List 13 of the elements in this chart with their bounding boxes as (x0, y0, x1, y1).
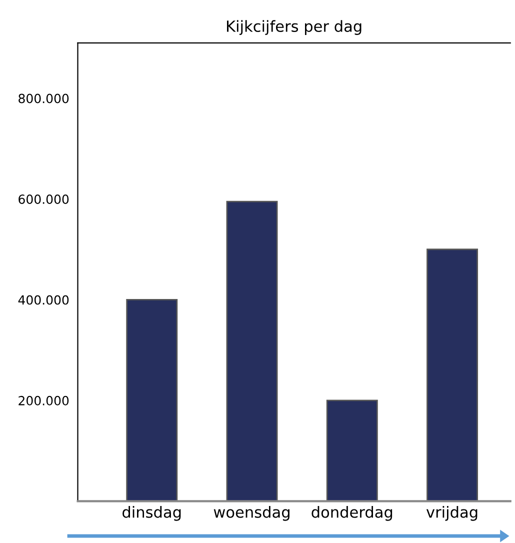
x-tick-label: woensdag (214, 506, 290, 521)
x-tick-label: vrijdag (426, 506, 478, 521)
bar (326, 400, 378, 502)
bar (226, 200, 278, 502)
bar (426, 248, 478, 502)
y-tick-label: 800.000 (18, 94, 69, 104)
y-tick-label: 600.000 (18, 194, 69, 204)
bar (126, 299, 178, 502)
y-tick-label: 200.000 (18, 396, 69, 406)
x-tick-label: dinsdag (122, 506, 181, 521)
y-tick-label: 400.000 (18, 295, 69, 305)
x-tick-label: donderdag (312, 506, 392, 521)
chart-title: Kijkcijfers per dag (227, 20, 362, 35)
